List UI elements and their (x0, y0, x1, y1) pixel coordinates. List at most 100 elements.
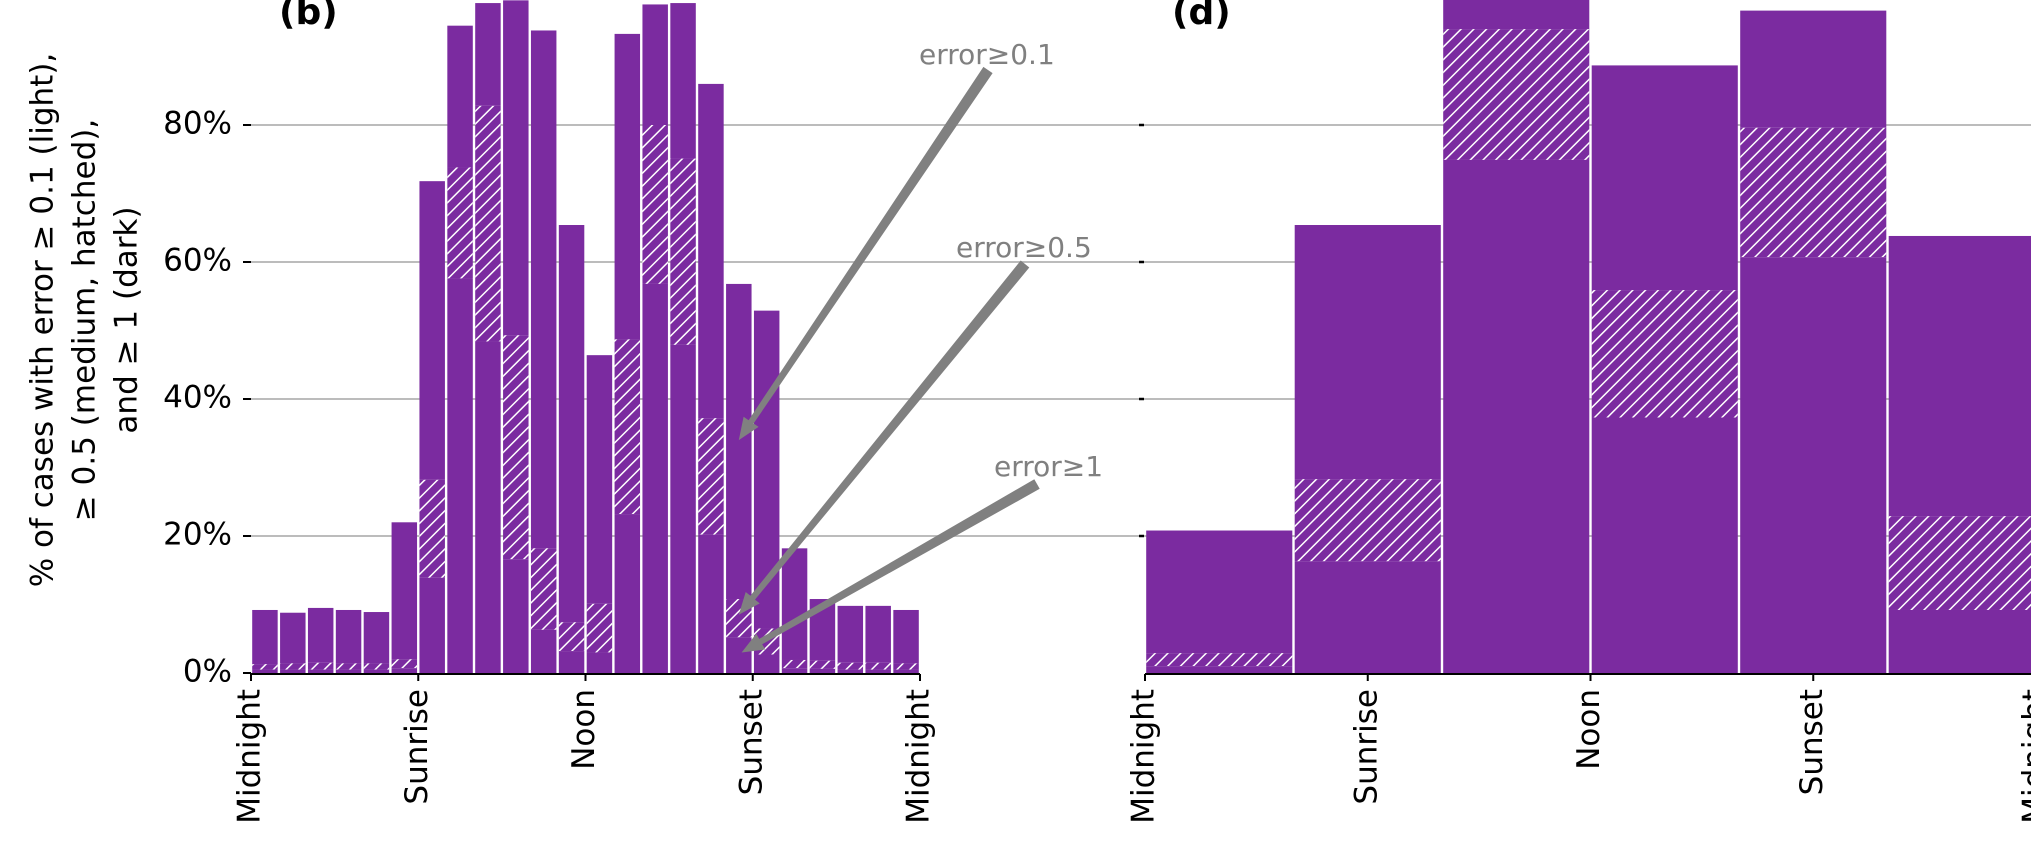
panel-b-bar-dark (587, 652, 612, 673)
panel-d-xtick-label: Sunrise (1348, 689, 1384, 805)
annotation-label: error≥0.1 (919, 38, 1055, 71)
panel-b-bar-medium-hatch (280, 663, 305, 669)
panel-d-xtick-label: Midnight (1126, 689, 1162, 824)
panel-b-xtick-label: Midnight (232, 689, 268, 824)
panel-b-bar-medium-hatch (475, 106, 500, 342)
panel-d-bar-medium-hatch (1889, 516, 2031, 610)
panel-d-xtick-label: Noon (1571, 689, 1607, 770)
panel-b-bar-light (419, 181, 444, 480)
panel-b-bar-medium-hatch (559, 622, 584, 651)
panel-b-bar-dark (615, 514, 640, 673)
panel-b-bar-dark (893, 670, 918, 673)
panel-b-xtick-label: Midnight (901, 689, 937, 824)
panel-b-bar-dark (754, 655, 779, 673)
panel-b-bar-light (392, 522, 417, 659)
panel-b-bar-light (475, 3, 500, 106)
panel-b-bar-dark (308, 670, 333, 673)
panel-b-bar-light (726, 284, 751, 599)
panel-d-bar-medium-hatch (1592, 290, 1738, 417)
annotation-arrow (739, 261, 1030, 615)
panel-b-bar-light (447, 26, 472, 168)
panel-b-bar-light (642, 4, 667, 125)
panel-b-xtick-label: Noon (566, 689, 602, 770)
panel-d-bar-light (1740, 11, 1886, 128)
panel-b-bar-dark (698, 535, 723, 673)
panel-b-bar-medium-hatch (838, 663, 863, 670)
panel-d-bar-dark (1889, 610, 2031, 673)
panel-d-bar-dark (1443, 160, 1589, 673)
panel-b-bar-dark (280, 670, 305, 673)
panel-b-bar-light (838, 606, 863, 663)
panel-d-bar-light (1592, 65, 1738, 290)
y-axis-title-line: ≥ 0.5 (medium, hatched), (67, 119, 103, 521)
panel-b-bar-dark (670, 345, 695, 673)
panel-d-bar-dark (1295, 561, 1441, 673)
annotation-label: error≥0.5 (956, 231, 1092, 264)
panel-b-bar-dark (419, 578, 444, 673)
panel-b-bar-light (559, 225, 584, 622)
panel-d-bar-light (1443, 0, 1589, 29)
panel-b-bar-medium-hatch (392, 659, 417, 668)
panel-b-bar-light (670, 3, 695, 158)
panel-b-bar-dark (503, 559, 528, 673)
panel-b-ytick-label: 0% (183, 654, 232, 690)
panel-d-xtick-label: Sunset (1794, 689, 1830, 795)
panel-b-bar-medium-hatch (364, 663, 389, 669)
panel-b-bar-light (252, 610, 277, 664)
panel-b-bar-light (615, 34, 640, 340)
panel-b-bar-medium-hatch (587, 604, 612, 653)
panel-d-bar-medium-hatch (1443, 29, 1589, 160)
panel-b-ytick-label: 20% (163, 517, 232, 553)
panel-b-bar-light (865, 606, 890, 663)
panel-d-bar-medium-hatch (1295, 479, 1441, 561)
panel-d-bar-dark (1146, 666, 1292, 673)
panel-b-bar-medium-hatch (810, 661, 835, 669)
panel-b-bar-dark (336, 670, 361, 673)
panel-b-bar-light (503, 0, 528, 335)
panel-b-label: (b) (279, 0, 338, 33)
panel-b-bar-dark (364, 670, 389, 673)
y-axis-title-line: % of cases with error ≥ 0.1 (light), (25, 53, 61, 588)
panel-b-bar-dark (865, 670, 890, 673)
panel-d-bar-light (1295, 225, 1441, 479)
panel-b-bar-dark (726, 637, 751, 673)
panel-d-bar-medium-hatch (1740, 128, 1886, 257)
panel-d-bar-light (1889, 236, 2031, 516)
panel-b-bar-dark (642, 284, 667, 673)
panel-b-bar-dark (447, 278, 472, 673)
panel-b-bar-medium-hatch (531, 548, 556, 630)
panel-b-bar-light (893, 610, 918, 663)
panel-b-bar-light (280, 613, 305, 664)
panel-b-bar-medium-hatch (336, 663, 361, 669)
panel-b-bar-light (587, 355, 612, 604)
panel-b-bar-medium-hatch (670, 159, 695, 345)
panel-b-bar-medium-hatch (615, 339, 640, 514)
panel-b-bar-light (336, 610, 361, 663)
panel-b-bar-light (782, 548, 807, 660)
panel-b-bar-medium-hatch (419, 480, 444, 578)
panel-b-bar-medium-hatch (893, 663, 918, 669)
panel-b-bar-dark (475, 341, 500, 673)
panel-b-bar-medium-hatch (865, 663, 890, 670)
panel-b-bar-light (308, 608, 333, 663)
panel-d-bar-dark (1740, 257, 1886, 673)
panel-b-xtick-label: Sunrise (399, 689, 435, 805)
panel-b-bar-medium-hatch (642, 125, 667, 284)
panel-b-bar-light (364, 612, 389, 663)
panel-d-bar-dark (1592, 417, 1738, 673)
panel-b-bar-dark (559, 651, 584, 673)
panel-b-ytick-label: 80% (163, 106, 232, 142)
panel-d-xtick-label: Midnight (2017, 689, 2031, 824)
annotation-label: error≥1 (994, 450, 1103, 483)
panel-b-bar-medium-hatch (252, 664, 277, 669)
bars-layer (252, 0, 2031, 673)
panel-b-bar-medium-hatch (308, 663, 333, 670)
panel-b-bar-medium-hatch (503, 335, 528, 559)
panel-b-ytick-label: 40% (163, 380, 232, 416)
panel-b-bar-dark (782, 668, 807, 673)
panel-b-bar-medium-hatch (698, 418, 723, 534)
panel-b-bar-dark (838, 670, 863, 673)
panel-b-bar-dark (252, 670, 277, 673)
